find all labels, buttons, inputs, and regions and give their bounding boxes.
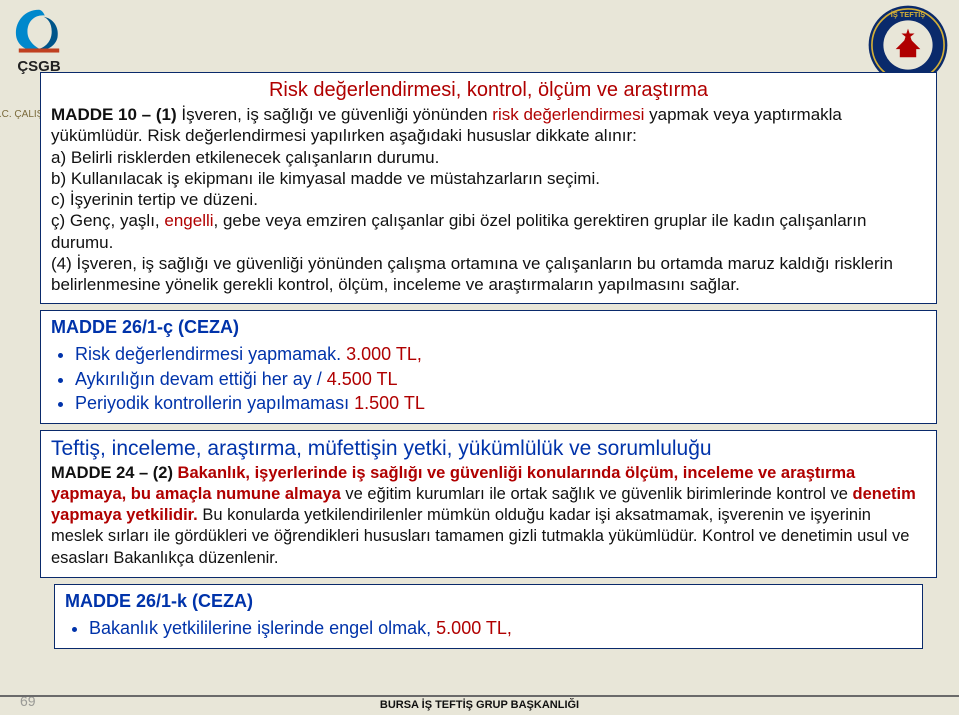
ceza1-item2: Aykırılığın devam ettiği her ay / 4.500 …: [75, 367, 926, 391]
ceza1-item2-text: Aykırılığın devam ettiği her ay /: [75, 369, 327, 389]
ceza1-item3-text: Periyodik kontrollerin yapılmaması: [75, 393, 354, 413]
section1-line2: Risk değerlendirmesi yapılırken aşağıdak…: [147, 126, 636, 145]
section1-a: a) Belirli risklerden etkilenecek çalışa…: [51, 148, 439, 167]
ceza1-item1: Risk değerlendirmesi yapmamak. 3.000 TL,: [75, 342, 926, 366]
section1-box: Risk değerlendirmesi, kontrol, ölçüm ve …: [40, 72, 937, 304]
ceza1-item1-amt: 3.000 TL,: [346, 344, 422, 364]
ceza1-list: Risk değerlendirmesi yapmamak. 3.000 TL,…: [51, 342, 926, 415]
section2-body: MADDE 24 – (2) Bakanlık, işyerlerinde iş…: [51, 463, 926, 569]
ceza2-box: MADDE 26/1-k (CEZA) Bakanlık yetkilileri…: [54, 584, 923, 649]
ceza2-head: MADDE 26/1-k (CEZA): [65, 591, 912, 612]
madde-red: risk değerlendirmesi: [492, 105, 644, 124]
footer-center-text: BURSA İŞ TEFTİŞ GRUP BAŞKANLIĞI: [380, 699, 579, 711]
ceza1-item3-amt: 1.500 TL: [354, 393, 425, 413]
section2-box: Teftiş, inceleme, araştırma, müfettişin …: [40, 430, 937, 578]
section2-title: Teftiş, inceleme, araştırma, müfettişin …: [51, 437, 926, 461]
madde-prefix: MADDE 10 – (1): [51, 105, 177, 124]
ceza2-item1-amt: 5.000 TL,: [436, 618, 512, 638]
section1-b: b) Kullanılacak iş ekipmanı ile kimyasal…: [51, 169, 600, 188]
section1-c2-pre: ç) Genç, yaşlı,: [51, 211, 164, 230]
section2-mprefix: MADDE 24 – (2): [51, 464, 178, 482]
ceza1-item2-amt: 4.500 TL: [327, 369, 398, 389]
section1-body: MADDE 10 – (1) İşveren, iş sağlığı ve gü…: [51, 104, 926, 295]
ceza2-item1-text: Bakanlık yetkililerine işlerinde engel o…: [89, 618, 436, 638]
ceza1-item3: Periyodik kontrollerin yapılmaması 1.500…: [75, 391, 926, 415]
footer-center: BURSA İŞ TEFTİŞ GRUP BAŞKANLIĞI: [0, 695, 959, 711]
ceza2-list: Bakanlık yetkililerine işlerinde engel o…: [65, 616, 912, 640]
ceza2-item1: Bakanlık yetkililerine işlerinde engel o…: [89, 616, 912, 640]
section1-p4: (4) İşveren, iş sağlığı ve güvenliği yön…: [51, 254, 893, 294]
logo-left: ÇSGB: [8, 4, 70, 75]
ceza1-item1-text: Risk değerlendirmesi yapmamak.: [75, 344, 346, 364]
csgb-logo-icon: [8, 4, 70, 56]
madde-line1a: İşveren, iş sağlığı ve güvenliği yönünde…: [177, 105, 493, 124]
section2-black1: ve eğitim kurumları ile ortak sağlık ve …: [345, 485, 852, 503]
svg-text:İŞ TEFTİŞ: İŞ TEFTİŞ: [891, 10, 926, 19]
section1-title: Risk değerlendirmesi, kontrol, ölçüm ve …: [51, 79, 926, 102]
ceza1-head: MADDE 26/1-ç (CEZA): [51, 317, 926, 338]
section1-c: c) İşyerinin tertip ve düzeni.: [51, 190, 258, 209]
section1-c2-eng: engelli: [164, 211, 213, 230]
content: Risk değerlendirmesi, kontrol, ölçüm ve …: [40, 72, 937, 655]
ceza1-box: MADDE 26/1-ç (CEZA) Risk değerlendirmesi…: [40, 310, 937, 424]
